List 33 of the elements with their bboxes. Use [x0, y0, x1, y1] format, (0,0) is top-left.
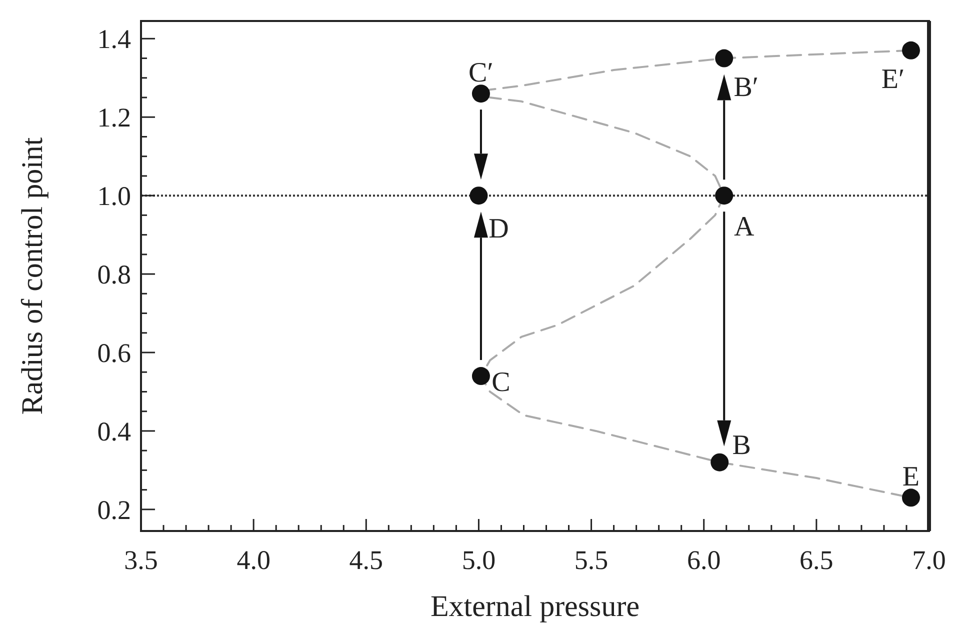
annotation: B′	[734, 72, 759, 104]
point	[715, 49, 734, 68]
point	[472, 84, 490, 103]
point	[902, 488, 920, 507]
annotation: C	[492, 366, 510, 398]
x-tick-label: 7.0	[912, 545, 946, 575]
point	[472, 367, 490, 386]
point	[710, 453, 729, 472]
x-tick-label: 6.5	[800, 545, 834, 575]
y-tick-label: 0.2	[97, 494, 131, 525]
annotation: D	[488, 213, 509, 244]
x-tick-label: 4.0	[236, 545, 270, 575]
y-axis-title: Radius of control point	[16, 136, 49, 415]
annotation: A	[734, 211, 756, 242]
x-tick-label: 5.5	[574, 545, 608, 575]
point	[902, 41, 920, 60]
y-tick-label: 1.2	[97, 102, 131, 133]
y-tick-label: 0.8	[97, 259, 131, 290]
y-tick-label: 1.4	[97, 24, 132, 54]
x-tick-label: 4.5	[349, 545, 384, 575]
annotation: E′	[881, 64, 905, 96]
annotation: B	[732, 430, 751, 462]
annotation: C′	[468, 57, 494, 88]
point	[715, 186, 734, 205]
y-tick-label: 0.6	[97, 338, 131, 368]
y-tick-label: 0.4	[97, 416, 132, 446]
annotation: E	[902, 461, 920, 492]
x-tick-label: 3.5	[124, 545, 158, 575]
x-axis-title: External pressure	[430, 590, 640, 623]
x-tick-label: 6.0	[686, 545, 721, 575]
x-tick-label: 5.0	[462, 545, 496, 575]
point	[470, 186, 488, 205]
y-tick-label: 1.0	[97, 181, 131, 212]
